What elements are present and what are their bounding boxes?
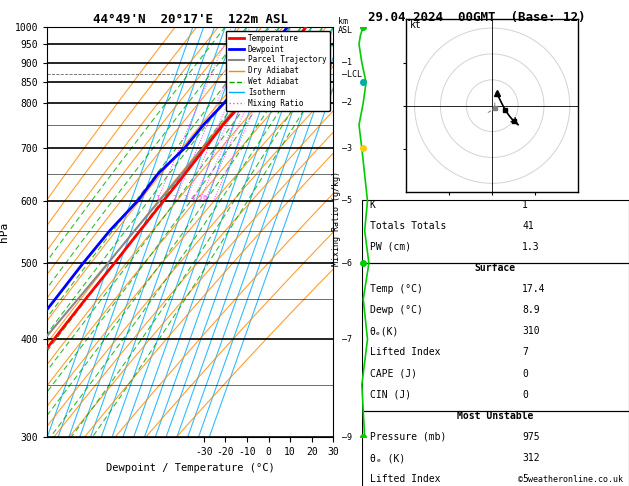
Text: –5: –5	[342, 196, 352, 206]
Text: Temp (°C): Temp (°C)	[370, 284, 423, 294]
Text: 0: 0	[522, 368, 528, 379]
Text: θₑ(K): θₑ(K)	[370, 327, 399, 336]
Text: θₑ (K): θₑ (K)	[370, 453, 405, 463]
Text: 1: 1	[155, 195, 159, 201]
Text: 310: 310	[522, 327, 540, 336]
Y-axis label: hPa: hPa	[0, 222, 9, 242]
Text: 41: 41	[522, 221, 534, 231]
Text: kt: kt	[410, 20, 422, 30]
Text: 17.4: 17.4	[522, 284, 545, 294]
Text: 5: 5	[198, 195, 202, 201]
Text: 2: 2	[172, 195, 177, 201]
X-axis label: Dewpoint / Temperature (°C): Dewpoint / Temperature (°C)	[106, 463, 275, 473]
Text: Pressure (mb): Pressure (mb)	[370, 432, 446, 442]
Text: Surface: Surface	[475, 263, 516, 273]
Text: –6: –6	[342, 259, 352, 268]
Text: 4: 4	[191, 195, 196, 201]
Text: Lifted Index: Lifted Index	[370, 474, 440, 484]
Text: © weatheronline.co.uk: © weatheronline.co.uk	[518, 474, 623, 484]
Text: 6: 6	[203, 195, 207, 201]
Text: CIN (J): CIN (J)	[370, 390, 411, 399]
Text: 8.9: 8.9	[522, 305, 540, 315]
Text: PW (cm): PW (cm)	[370, 242, 411, 252]
Text: –9: –9	[342, 433, 352, 442]
Text: –LCL: –LCL	[342, 69, 362, 79]
Text: 7: 7	[522, 347, 528, 358]
Text: Most Unstable: Most Unstable	[457, 411, 533, 421]
Text: Mixing Ratio (g/kg): Mixing Ratio (g/kg)	[332, 171, 341, 266]
Text: K: K	[370, 200, 376, 210]
Bar	[362, 263, 629, 411]
Legend: Temperature, Dewpoint, Parcel Trajectory, Dry Adiabat, Wet Adiabat, Isotherm, Mi: Temperature, Dewpoint, Parcel Trajectory…	[226, 31, 330, 111]
Text: 1.3: 1.3	[522, 242, 540, 252]
Text: 0: 0	[522, 390, 528, 399]
Text: CAPE (J): CAPE (J)	[370, 368, 416, 379]
Text: Dewp (°C): Dewp (°C)	[370, 305, 423, 315]
Text: 1: 1	[522, 200, 528, 210]
Text: –2: –2	[342, 98, 352, 107]
Text: –3: –3	[342, 144, 352, 153]
Text: 5: 5	[522, 474, 528, 484]
Text: 29.04.2024  00GMT  (Base: 12): 29.04.2024 00GMT (Base: 12)	[368, 11, 586, 24]
Text: –1: –1	[342, 58, 352, 67]
Text: 312: 312	[522, 453, 540, 463]
Text: 975: 975	[522, 432, 540, 442]
Text: km
ASL: km ASL	[338, 17, 353, 35]
Bar	[362, 200, 629, 263]
Title: 44°49'N  20°17'E  122m ASL: 44°49'N 20°17'E 122m ASL	[92, 13, 288, 26]
Text: 3: 3	[183, 195, 187, 201]
Text: –7: –7	[342, 335, 352, 344]
Text: Totals Totals: Totals Totals	[370, 221, 446, 231]
Bar	[362, 411, 629, 486]
Text: Lifted Index: Lifted Index	[370, 347, 440, 358]
